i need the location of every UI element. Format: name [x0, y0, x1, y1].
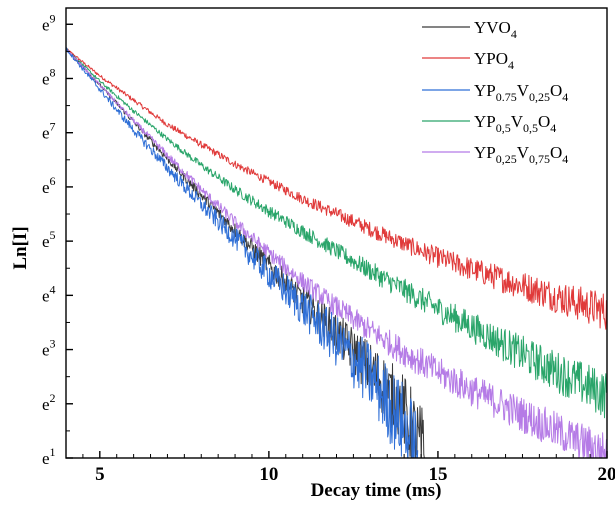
y-tick-label-6: e7 — [42, 120, 56, 143]
y-tick-label-0: e1 — [42, 445, 56, 468]
legend-text-part: O — [538, 112, 550, 131]
legend-label-2: YP0.75V0,25O4 — [474, 81, 568, 104]
y-tick-label-1: e2 — [42, 391, 56, 414]
y-tick-label-5: e6 — [42, 174, 56, 197]
legend-text-part: YVO — [474, 18, 511, 37]
y-tick-exponent: 7 — [50, 120, 56, 134]
y-tick-base: e — [42, 232, 50, 251]
x-tick-label-0: 5 — [95, 464, 105, 485]
y-tick-exponent: 5 — [50, 228, 56, 242]
legend-subscript: 0,25 — [529, 90, 550, 104]
legend-subscript: 4 — [508, 58, 514, 72]
x-axis-title: Decay time (ms) — [311, 480, 442, 501]
y-tick-label-4: e5 — [42, 228, 56, 251]
legend-text-part: O — [550, 143, 562, 162]
legend-subscript: 0,5 — [496, 121, 511, 135]
legend-text-part: V — [517, 143, 530, 162]
x-tick-label-3: 20 — [598, 464, 615, 485]
series-line-3 — [66, 48, 607, 418]
y-axis-title: Ln[I] — [10, 226, 31, 269]
y-tick-exponent: 2 — [50, 391, 56, 405]
legend-label-1: YPO4 — [474, 49, 514, 72]
legend: YVO4YPO4YP0.75V0,25O4YP0,5V0,5O4YP0,25V0… — [422, 18, 568, 166]
legend-text-part: V — [511, 112, 524, 131]
plot-frame — [66, 8, 607, 458]
legend-subscript: 4 — [562, 90, 568, 104]
y-tick-label-3: e4 — [42, 282, 56, 305]
y-tick-label-2: e3 — [42, 337, 56, 360]
y-tick-label-7: e8 — [42, 65, 56, 88]
y-tick-base: e — [42, 178, 50, 197]
legend-text-part: YP — [474, 112, 496, 131]
legend-text-part: YPO — [474, 49, 508, 68]
y-tick-label-8: e9 — [42, 11, 56, 34]
y-tick-base: e — [42, 15, 50, 34]
y-tick-base: e — [42, 124, 50, 143]
legend-text-part: YP — [474, 143, 496, 162]
legend-subscript: 0.75 — [496, 90, 517, 104]
y-tick-exponent: 9 — [50, 11, 56, 25]
series-line-4 — [66, 49, 607, 466]
legend-text-part: O — [550, 81, 562, 100]
legend-subscript: 4 — [562, 152, 568, 166]
y-tick-exponent: 4 — [50, 282, 56, 296]
series-layer — [66, 48, 607, 469]
legend-subscript: 0,5 — [523, 121, 538, 135]
legend-subscript: 4 — [511, 27, 517, 41]
y-tick-base: e — [42, 286, 50, 305]
y-tick-exponent: 1 — [50, 445, 56, 459]
y-tick-exponent: 6 — [50, 174, 56, 188]
y-tick-base: e — [42, 69, 50, 88]
series-line-2 — [66, 48, 418, 469]
legend-subscript: 4 — [550, 121, 556, 135]
y-tick-exponent: 3 — [50, 337, 56, 351]
y-tick-exponent: 8 — [50, 65, 56, 79]
y-tick-base: e — [42, 395, 50, 414]
x-tick-label-1: 10 — [259, 464, 278, 485]
legend-subscript: 0,75 — [529, 152, 550, 166]
legend-subscript: 0,25 — [496, 152, 517, 166]
legend-text-part: V — [517, 81, 530, 100]
legend-label-0: YVO4 — [474, 18, 517, 41]
y-tick-base: e — [42, 341, 50, 360]
legend-label-3: YP0,5V0,5O4 — [474, 112, 556, 135]
legend-text-part: YP — [474, 81, 496, 100]
legend-label-4: YP0,25V0,75O4 — [474, 143, 568, 166]
y-tick-base: e — [42, 449, 50, 468]
